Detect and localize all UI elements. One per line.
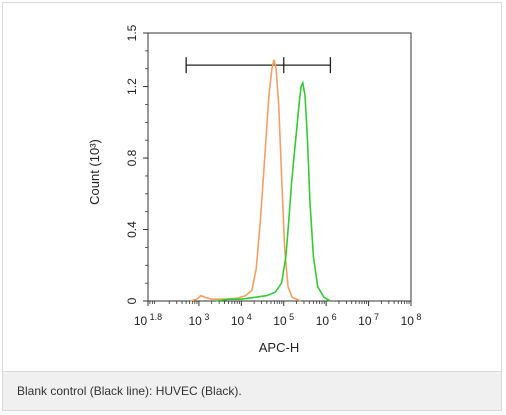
chart-figure: 10 1.8 10 3 10 4 10 5 10 6 10 7 10 8 0 0.4 0.8 1.… [72, 12, 443, 367]
y-tick-label: 0.4 [125, 221, 139, 238]
x-tick-label: 10 8 [401, 312, 422, 328]
histogram-series-2 [215, 80, 331, 302]
x-axis-label: APC-H [259, 340, 299, 355]
figure-caption: Blank control (Black line): HUVEC (Black… [17, 384, 242, 398]
x-tick-label: 10 3 [188, 312, 209, 328]
y-tick-label: 0 [125, 297, 139, 304]
figure-card: 10 1.8 10 3 10 4 10 5 10 6 10 7 10 8 0 0.4 0.8 1.… [2, 2, 502, 411]
caption-bar: Blank control (Black line): HUVEC (Black… [2, 371, 502, 411]
x-tick-label: 10 7 [358, 312, 379, 328]
x-tick-label: 10 4 [231, 312, 252, 328]
histogram-series-1 [190, 59, 302, 302]
y-tick-label: 1.2 [125, 78, 139, 95]
x-tick-label: 10 5 [273, 312, 294, 328]
y-axis-label: Count (10³) [87, 139, 102, 205]
x-tick-label: 10 6 [316, 312, 337, 328]
flow-cytometry-histogram: 10 1.8 10 3 10 4 10 5 10 6 10 7 10 8 0 0.4 0.8 1.… [87, 24, 422, 355]
y-tick-label: 0.8 [125, 149, 139, 166]
plot-frame [147, 32, 412, 302]
x-tick-label: 10 1.8 [134, 312, 162, 328]
y-tick-label: 1.5 [125, 24, 139, 41]
